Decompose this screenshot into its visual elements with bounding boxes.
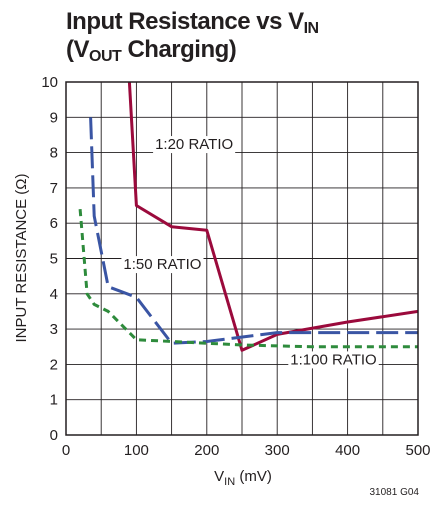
chart-title: Input Resistance vs VIN (VOUT Charging)	[66, 8, 319, 65]
chart-grid	[65, 81, 419, 436]
title-line-2: (VOUT Charging)	[66, 36, 237, 65]
series-line-1	[127, 81, 419, 352]
x-axis-label: VIN (mV)	[214, 468, 272, 488]
title-line-1: Input Resistance vs VIN	[66, 8, 319, 37]
annotation-background	[153, 136, 236, 154]
series-line-3	[78, 208, 418, 349]
figure-code: 31081 G04	[369, 487, 420, 498]
y-tick-labels: 0 1 2 3 4 5 6 7 8 9 10	[41, 74, 58, 444]
x-tick-label: 200	[194, 442, 219, 459]
y-tick-label: 9	[50, 109, 58, 126]
annotation-background	[288, 351, 379, 369]
y-tick-label: 4	[50, 286, 58, 303]
series-layer	[78, 81, 419, 352]
x-tick-label: 400	[335, 442, 360, 459]
series-annotations: 1:20 RATIO 1:50 RATIO 1:100 RATIO	[121, 136, 379, 369]
x-tick-label: 100	[124, 442, 149, 459]
x-tick-label: 0	[62, 442, 70, 459]
x-tick-label: 500	[405, 442, 430, 459]
plot-frame	[65, 81, 419, 436]
y-tick-label: 8	[50, 145, 58, 162]
annotation-background	[121, 256, 204, 274]
y-tick-label: 7	[50, 180, 58, 197]
y-tick-label: 0	[50, 427, 58, 444]
y-tick-label: 6	[50, 215, 58, 232]
annotation-label-3: 1:100 RATIO	[290, 351, 376, 368]
series-line-2	[89, 117, 418, 345]
y-tick-label: 1	[50, 392, 58, 409]
y-axis-label: INPUT RESISTANCE (Ω)	[13, 173, 30, 342]
y-tick-label: 2	[50, 356, 58, 373]
x-tick-labels: 0 100 200 300 400 500	[62, 442, 431, 459]
y-tick-label: 10	[41, 74, 58, 91]
annotation-label-1: 1:20 RATIO	[155, 136, 233, 153]
x-tick-label: 300	[265, 442, 290, 459]
annotation-label-2: 1:50 RATIO	[123, 256, 201, 273]
y-tick-label: 5	[50, 251, 58, 268]
y-tick-label: 3	[50, 321, 58, 338]
